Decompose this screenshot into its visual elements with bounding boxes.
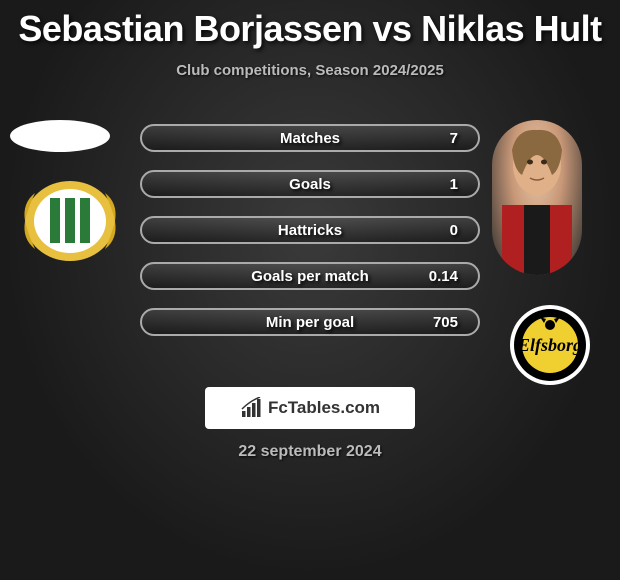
stat-value-right: 705: [433, 314, 458, 331]
stat-value-right: 0.14: [429, 268, 458, 285]
background: [0, 0, 620, 580]
club-crest-right: Elfsborg: [500, 303, 600, 387]
stat-label: Goals: [142, 176, 478, 193]
stat-value-right: 1: [450, 176, 458, 193]
date: 22 september 2024: [0, 443, 620, 461]
subtitle: Club competitions, Season 2024/2025: [0, 62, 620, 79]
stat-row: Goals1: [140, 170, 480, 198]
stat-value-right: 7: [450, 130, 458, 147]
page-title: Sebastian Borjassen vs Niklas Hult: [0, 8, 620, 50]
stat-label: Matches: [142, 130, 478, 147]
brand-box: FcTables.com: [205, 387, 415, 429]
chart-icon: [240, 397, 262, 419]
stat-label: Hattricks: [142, 222, 478, 239]
stat-row: Hattricks0: [140, 216, 480, 244]
player-right-avatar: [492, 120, 582, 275]
club-crest-left: [20, 178, 120, 264]
stat-row: Min per goal705: [140, 308, 480, 336]
svg-text:Elfsborg: Elfsborg: [517, 335, 582, 355]
stat-label: Min per goal: [142, 314, 478, 331]
player-left-avatar: [10, 120, 110, 152]
stat-row: Goals per match0.14: [140, 262, 480, 290]
stat-row: Matches7: [140, 124, 480, 152]
stat-label: Goals per match: [142, 268, 478, 285]
stat-value-right: 0: [450, 222, 458, 239]
brand-text: FcTables.com: [268, 398, 380, 418]
